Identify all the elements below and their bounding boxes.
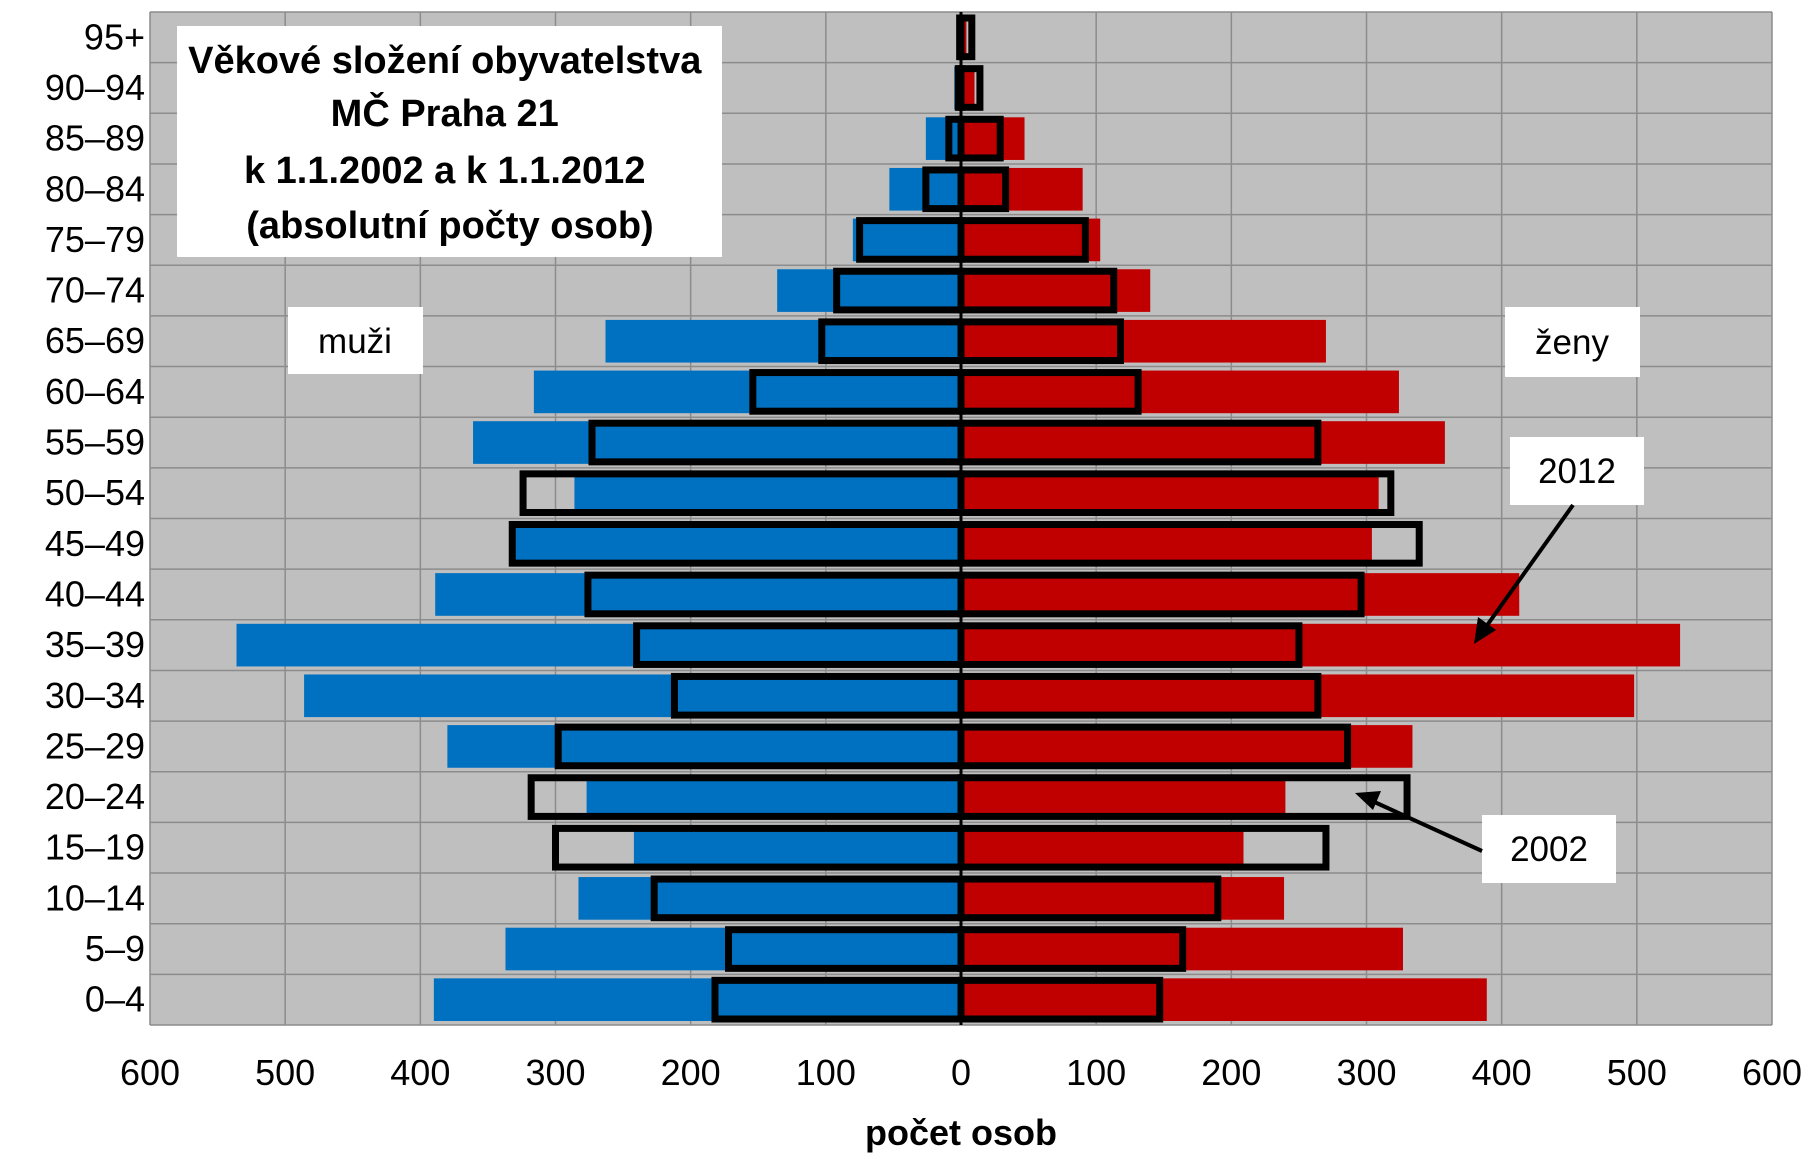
women-label-box (1505, 307, 1640, 377)
x-tick-label-2: 400 (390, 1052, 450, 1093)
annotation-2002-label: 2002 (1510, 830, 1588, 869)
annotation-2002-arrowhead (1355, 791, 1381, 810)
y-tick-label-12: 60–64 (45, 371, 145, 412)
x-tick-label-1: 500 (255, 1052, 315, 1093)
x-tick-label-8: 200 (1201, 1052, 1261, 1093)
bar-2012-muzi-1 (505, 927, 961, 971)
title-box (177, 26, 722, 257)
bar-2012-muzi-9 (514, 522, 961, 566)
bar-2012-muzi-17 (925, 117, 961, 160)
bar-2012-zeny-10 (961, 471, 1379, 515)
bar-2012-zeny-15 (961, 218, 1101, 262)
chart-title: Věkové složení obyvatelstva MČ Praha 21 … (188, 40, 712, 247)
bar-2012-muzi-8 (435, 573, 961, 616)
y-tick-label-3: 15–19 (45, 827, 145, 868)
bar-2012-muzi-0 (433, 978, 962, 1021)
y-tick-label-15: 75–79 (45, 219, 145, 260)
title-line-1: Věkové složení obyvatelstva (188, 40, 702, 82)
x-axis-title: počet osob (865, 1112, 1057, 1153)
bar-2012-zeny-13 (961, 319, 1326, 363)
bar-2012-zeny-4 (961, 775, 1286, 819)
bar-2012-zeny-2 (961, 877, 1285, 920)
y-tick-label-16: 80–84 (45, 168, 145, 209)
y-tick-label-11: 55–59 (45, 422, 145, 463)
bar-2012-muzi-2 (578, 877, 961, 920)
bar-2012-zeny-12 (961, 370, 1399, 414)
x-tick-label-6: 0 (951, 1052, 971, 1093)
bar-2012-muzi-6 (304, 674, 962, 718)
bar-2012-muzi-10 (574, 471, 961, 515)
x-tick-label-11: 500 (1607, 1052, 1667, 1093)
bar-2012-muzi-12 (533, 370, 961, 414)
y-tick-label-0: 0–4 (85, 979, 145, 1020)
y-tick-label-9: 45–49 (45, 523, 145, 564)
annotation-2002-arrow (1369, 798, 1483, 853)
x-tick-label-4: 200 (661, 1052, 721, 1093)
bar-2012-zeny-7 (961, 623, 1681, 667)
x-tick-label-0: 600 (120, 1052, 180, 1093)
annotation-2012-arrow (1481, 503, 1575, 633)
title-line-2: MČ Praha 21 (331, 90, 559, 135)
y-tick-label-18: 90–94 (45, 67, 145, 108)
bar-2012-zeny-11 (961, 421, 1445, 464)
bar-2012-zeny-17 (961, 117, 1025, 160)
y-tick-label-14: 70–74 (45, 270, 145, 311)
bar-2012-zeny-16 (961, 167, 1083, 211)
y-tick-labels: 0–4 5–9 10–14 15–19 20–24 25–29 30–34 35–39 40–4… (45, 16, 145, 1019)
annotation-2012-box (1510, 437, 1644, 505)
title-line-4: (absolutní počty osob) (246, 205, 653, 247)
bar-2012-zeny-8 (961, 573, 1520, 616)
bar-2012-muzi-4 (586, 775, 961, 819)
x-tick-labels: 600 500 400 300 200 100 0 100 200 300 400 500 600 (120, 1052, 1802, 1093)
y-tick-label-10: 50–54 (45, 472, 145, 513)
x-tick-label-10: 400 (1472, 1052, 1532, 1093)
x-tick-label-12: 600 (1742, 1052, 1802, 1093)
bar-2012-muzi-11 (473, 421, 961, 464)
y-tick-label-13: 65–69 (45, 320, 145, 361)
y-tick-label-8: 40–44 (45, 573, 145, 614)
y-tick-label-4: 20–24 (45, 776, 145, 817)
bar-2012-zeny-3 (961, 826, 1244, 870)
bar-2012-zeny-9 (961, 522, 1372, 566)
bars-2012 (236, 16, 1681, 1021)
bar-2012-muzi-14 (777, 269, 961, 312)
bar-2012-muzi-15 (852, 218, 961, 262)
bar-2012-zeny-6 (961, 674, 1635, 718)
men-label-box (288, 307, 423, 374)
y-tick-label-1: 5–9 (85, 928, 145, 969)
annotation-2002-box (1482, 815, 1616, 883)
y-tick-label-5: 25–29 (45, 725, 145, 766)
y-tick-label-2: 10–14 (45, 877, 145, 918)
y-tick-label-7: 35–39 (45, 624, 145, 665)
bar-2012-zeny-5 (961, 725, 1413, 768)
bar-2012-zeny-14 (961, 269, 1151, 312)
bar-2012-muzi-3 (633, 826, 961, 870)
women-label: ženy (1535, 323, 1609, 362)
x-tick-label-5: 100 (796, 1052, 856, 1093)
title-line-3: k 1.1.2002 a k 1.1.2012 (244, 150, 645, 192)
bar-2012-muzi-7 (236, 623, 962, 667)
bar-2012-muzi-5 (447, 725, 961, 768)
x-tick-label-7: 100 (1066, 1052, 1126, 1093)
bar-2012-zeny-0 (961, 978, 1487, 1021)
y-tick-label-19: 95+ (84, 16, 145, 57)
annotation-2012-arrowhead (1474, 617, 1496, 644)
annotation-2012-label: 2012 (1538, 452, 1616, 491)
men-label: muži (318, 322, 392, 361)
y-tick-label-17: 85–89 (45, 118, 145, 159)
y-tick-label-6: 30–34 (45, 675, 145, 716)
x-tick-label-3: 300 (525, 1052, 585, 1093)
x-tick-label-9: 300 (1336, 1052, 1396, 1093)
bar-2012-muzi-13 (605, 319, 961, 363)
